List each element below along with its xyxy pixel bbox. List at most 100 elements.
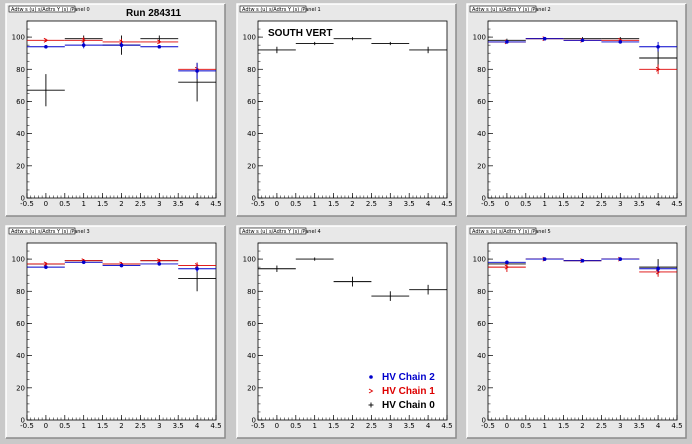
run-number-label: Run 284311 xyxy=(126,8,181,19)
data-point xyxy=(178,62,216,79)
diamond-marker xyxy=(656,266,660,271)
x-tick-label: 2 xyxy=(580,200,584,208)
x-tick-label: 0.5 xyxy=(520,200,531,208)
data-point xyxy=(140,262,179,266)
pad-bevel-light xyxy=(5,3,225,216)
y-tick-label: 0 xyxy=(482,417,486,425)
y-tick-label: 80 xyxy=(16,66,25,74)
x-tick-label: 3.5 xyxy=(173,200,184,208)
y-tick-label: 40 xyxy=(247,130,256,138)
data-point xyxy=(563,38,602,43)
diamond-marker xyxy=(618,257,623,261)
x-tick-label: 2 xyxy=(119,200,123,208)
x-tick-label: 1.5 xyxy=(558,422,569,430)
diamond-marker xyxy=(157,262,162,266)
legend-entry: HV Chain 2 xyxy=(369,372,435,383)
diamond-marker xyxy=(580,38,585,43)
y-tick-label: 20 xyxy=(247,162,256,170)
x-tick-label: 1 xyxy=(81,200,85,208)
data-point xyxy=(258,46,296,54)
pad-bevel-dark xyxy=(6,4,226,217)
diamond-marker xyxy=(656,44,660,49)
arrow-marker xyxy=(655,66,661,72)
arrow-marker xyxy=(504,264,510,270)
x-axis: -0.5 0 0.5 1 1.5 2 2.5 3 3.5 4 4.5 xyxy=(251,415,453,430)
arrow-marker xyxy=(157,258,162,264)
x-tick-label: 1 xyxy=(312,422,316,430)
data-point xyxy=(601,40,640,44)
data-point xyxy=(64,260,103,265)
y-tick-label: 60 xyxy=(477,98,486,106)
pad-top-right: Adtw s (u) s/Adtrs Y (s) /Panel 2-0.5 0 0.… xyxy=(466,3,687,217)
arrow-marker xyxy=(43,261,49,267)
diamond-marker xyxy=(157,44,162,49)
y-tick-label: 20 xyxy=(477,384,486,392)
data-point xyxy=(258,265,296,272)
x-tick-label: -0.5 xyxy=(481,200,495,208)
legend-label: HV Chain 2 xyxy=(382,372,435,383)
diamond-marker xyxy=(505,260,509,265)
x-tick-label: 4 xyxy=(195,200,200,208)
data-point xyxy=(601,257,640,261)
y-tick-label: 100 xyxy=(243,34,256,42)
y-tick-label: 40 xyxy=(16,130,25,138)
y-tick-label: 60 xyxy=(247,98,256,106)
pad-bevel-light xyxy=(466,3,686,216)
y-tick-label: 0 xyxy=(21,417,25,425)
x-tick-label: 2 xyxy=(580,422,584,430)
diamond-marker xyxy=(44,265,48,269)
pad-bevel-dark xyxy=(6,226,226,439)
series-chain2 xyxy=(488,257,677,272)
series-chain2 xyxy=(488,36,677,52)
x-axis: -0.5 0 0.5 1 1.5 2 2.5 3 3.5 4 4.5 xyxy=(20,415,222,430)
pad-bevel-dark xyxy=(237,226,457,439)
y-tick-label: 80 xyxy=(247,288,256,296)
data-point xyxy=(639,64,677,75)
x-tick-label: 4 xyxy=(656,200,661,208)
data-point xyxy=(27,261,65,267)
y-tick-label: 80 xyxy=(477,66,486,74)
x-axis: -0.5 0 0.5 1 1.5 2 2.5 3 3.5 4 4.5 xyxy=(251,193,453,208)
legend-diamond-icon xyxy=(369,375,373,379)
diamond-marker xyxy=(119,263,124,268)
pad-title-text: Adtw s (u) s/Adtrs Y (s) /Panel 0 xyxy=(11,7,90,13)
x-tick-label: 4 xyxy=(195,422,200,430)
legend: HV Chain 2 HV Chain 1 HV Chain 0 xyxy=(368,372,435,411)
diamond-marker xyxy=(542,36,547,41)
pad-bottom-middle: Adtw s (u) s/Adtrs Y (s) /Panel 4-0.5 0 0.… xyxy=(236,225,457,439)
y-tick-label: 80 xyxy=(247,66,256,74)
x-tick-label: 3.5 xyxy=(634,200,645,208)
pad-title-text: Adtw s (u) s/Adtrs Y (s) /Panel 2 xyxy=(472,7,551,13)
x-tick-label: 1 xyxy=(312,200,316,208)
x-tick-label: 1.5 xyxy=(558,200,569,208)
pad-title-frame xyxy=(239,5,307,13)
series-chain2 xyxy=(27,260,216,272)
pad-title-text: Adtw s (u) s/Adtrs Y (s) /Panel 4 xyxy=(242,229,321,235)
data-point xyxy=(639,41,677,52)
x-tick-label: 0.5 xyxy=(520,422,531,430)
x-tick-label: 4.5 xyxy=(671,200,682,208)
data-point xyxy=(27,37,65,43)
data-point xyxy=(140,44,179,49)
plot-frame xyxy=(26,242,217,421)
legend-label: HV Chain 0 xyxy=(382,400,435,411)
data-point xyxy=(525,257,564,261)
x-tick-label: 4.5 xyxy=(441,200,452,208)
x-tick-label: 2.5 xyxy=(596,200,607,208)
x-tick-label: 0 xyxy=(44,200,48,208)
x-tick-label: -0.5 xyxy=(251,200,265,208)
data-point xyxy=(102,263,141,268)
plot-frame xyxy=(257,242,448,421)
y-tick-label: 20 xyxy=(247,384,256,392)
data-point xyxy=(64,41,103,49)
y-tick-label: 0 xyxy=(252,417,256,425)
pad-title-box: Adtw s (u) s/Adtrs Y (s) /Panel 4 xyxy=(239,227,321,235)
pad-title-box: Adtw s (u) s/Adtrs Y (s) /Panel 1 xyxy=(239,5,321,13)
x-tick-label: 0.5 xyxy=(290,422,301,430)
plot-frame xyxy=(487,242,678,421)
pad-title-box: Adtw s (u) s/Adtrs Y (s) /Panel 0 xyxy=(8,5,90,13)
series-chain0 xyxy=(258,257,447,301)
y-tick-label: 20 xyxy=(16,384,25,392)
x-tick-label: 1.5 xyxy=(328,422,339,430)
